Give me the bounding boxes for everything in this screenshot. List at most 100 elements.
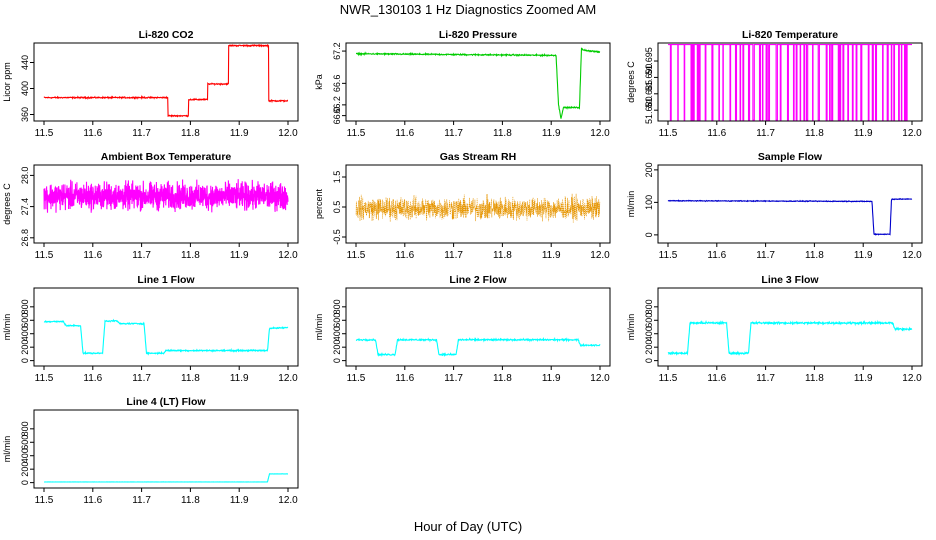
y-axis-label: degrees C	[2, 183, 12, 225]
y-tick-label: 51.690	[644, 64, 654, 92]
x-tick-label: 11.8	[493, 250, 512, 261]
x-tick-label: 11.6	[83, 250, 102, 261]
series-Line1	[43, 318, 289, 356]
y-axis-label: kPa	[314, 74, 324, 90]
x-tick-label: 12.0	[590, 128, 610, 139]
panel-title: Ambient Box Temperature	[101, 151, 232, 163]
x-tick-label: 11.9	[542, 128, 561, 139]
y-axis-label: ml/min	[2, 436, 12, 463]
series-line	[355, 336, 601, 358]
x-tick-label: 11.7	[444, 128, 463, 139]
x-tick-label: 12.0	[278, 495, 298, 506]
x-tick-label: 12.0	[278, 128, 298, 139]
panel-title: Gas Stream RH	[440, 151, 516, 163]
x-tick-label: 11.9	[542, 250, 561, 261]
x-tick-label: 11.8	[181, 495, 200, 506]
plot-box	[345, 164, 611, 244]
y-tick-label: 400	[20, 448, 30, 463]
y-tick-label: 51.685	[644, 80, 654, 108]
x-tick-label: 11.5	[659, 250, 678, 261]
y-axis-label: percent	[314, 188, 324, 219]
y-axis-label: ml/min	[314, 314, 324, 341]
x-tick-label: 11.5	[347, 250, 366, 261]
plot-box	[345, 42, 611, 122]
series-Pressure	[355, 47, 601, 119]
plot-box	[345, 287, 611, 367]
x-tick-label: 11.5	[347, 373, 366, 384]
y-axis-label: ml/min	[626, 314, 636, 341]
y-tick-label: 27.4	[20, 198, 30, 216]
y-tick-label: 400	[20, 81, 30, 96]
x-tick-label: 11.6	[395, 373, 414, 384]
y-axis-label: Licor ppm	[2, 62, 12, 102]
panel-5: Sample Flow 11.5 11.6 11.7 11.8 11.9 12.0 0 100 2…	[626, 151, 923, 261]
x-tick-label: 11.9	[230, 373, 249, 384]
y-tick-label: 51.695	[644, 47, 654, 75]
y-tick-label: 66.2	[332, 96, 342, 114]
series-Ambient	[43, 179, 289, 213]
y-tick-label: 0	[20, 480, 30, 485]
x-tick-label: 11.5	[347, 128, 366, 139]
x-tick-label: 11.6	[707, 373, 726, 384]
y-tick-label: 600	[644, 313, 654, 328]
x-tick-label: 11.6	[707, 250, 726, 261]
figure-title: NWR_130103 1 Hz Diagnostics Zoomed AM	[340, 2, 597, 17]
y-tick-label: 0.5	[332, 201, 342, 214]
y-tick-label: 51.680	[644, 96, 654, 124]
panel-title: Sample Flow	[758, 151, 823, 163]
x-tick-label: 12.0	[590, 250, 610, 261]
panel-8: Line 3 Flow 11.5 11.6 11.7 11.8 11.9 12.0 0 2004…	[626, 274, 923, 384]
series-Line4	[44, 473, 288, 483]
x-tick-label: 12.0	[590, 373, 610, 384]
y-tick-label: 600	[20, 435, 30, 450]
series-CO2	[43, 43, 289, 118]
x-tick-label: 11.9	[542, 373, 561, 384]
y-tick-label: 0	[20, 358, 30, 363]
x-tick-label: 11.9	[854, 250, 873, 261]
series-line	[43, 179, 289, 213]
x-tick-label: 11.8	[181, 128, 200, 139]
plot-box	[657, 164, 923, 244]
series-line	[43, 43, 289, 118]
y-axis-label: degrees C	[626, 61, 636, 103]
x-tick-label: 12.0	[902, 373, 922, 384]
x-tick-label: 11.6	[83, 495, 102, 506]
panels-group: Li-820 CO2 11.5 11.6 11.7 11.8 11.9 12.0 360 400…	[2, 29, 923, 506]
x-tick-label: 11.7	[444, 373, 463, 384]
panel-6: Line 1 Flow 11.5 11.6 11.7 11.8 11.9 12.0 0 2004…	[2, 274, 299, 384]
x-tick-label: 11.5	[659, 373, 678, 384]
series-line	[667, 197, 913, 236]
x-tick-label: 11.5	[35, 373, 54, 384]
x-tick-label: 11.8	[805, 373, 824, 384]
y-tick-label: 200	[332, 340, 342, 355]
y-tick-label: 400	[332, 326, 342, 341]
x-tick-label: 11.8	[493, 128, 512, 139]
x-tick-label: 11.9	[854, 373, 873, 384]
figure-xlabel: Hour of Day (UTC)	[414, 519, 522, 534]
panel-title: Line 3 Flow	[761, 274, 819, 286]
y-tick-label: 360	[20, 107, 30, 122]
panel-title: Li-820 Temperature	[742, 29, 838, 41]
x-tick-label: 11.5	[35, 495, 54, 506]
y-tick-label: 67.2	[332, 42, 342, 60]
x-tick-label: 11.8	[181, 373, 200, 384]
panel-9: Line 4 (LT) Flow 11.5 11.6 11.7 11.8 11.9 12.0…	[2, 396, 299, 506]
y-tick-label: 600	[332, 313, 342, 328]
series-Line2	[355, 336, 601, 358]
y-tick-label: 28.0	[20, 167, 30, 185]
series-line	[667, 319, 913, 356]
y-tick-label: 66.6	[332, 75, 342, 93]
series-Temperature	[668, 44, 912, 121]
y-tick-label: 0	[644, 358, 654, 363]
panel-7: Line 2 Flow 11.5 11.6 11.7 11.8 11.9 12.0 0 2004…	[314, 274, 611, 384]
y-tick-label: 200	[644, 340, 654, 355]
y-tick-label: 0	[644, 232, 654, 237]
x-tick-label: 11.9	[854, 128, 873, 139]
x-tick-label: 11.8	[805, 250, 824, 261]
y-tick-label: 26.8	[20, 229, 30, 247]
series-line	[355, 47, 601, 119]
y-tick-label: 100	[644, 195, 654, 210]
plot-box	[657, 42, 923, 122]
plot-box	[33, 42, 299, 122]
x-tick-label: 11.9	[230, 495, 249, 506]
